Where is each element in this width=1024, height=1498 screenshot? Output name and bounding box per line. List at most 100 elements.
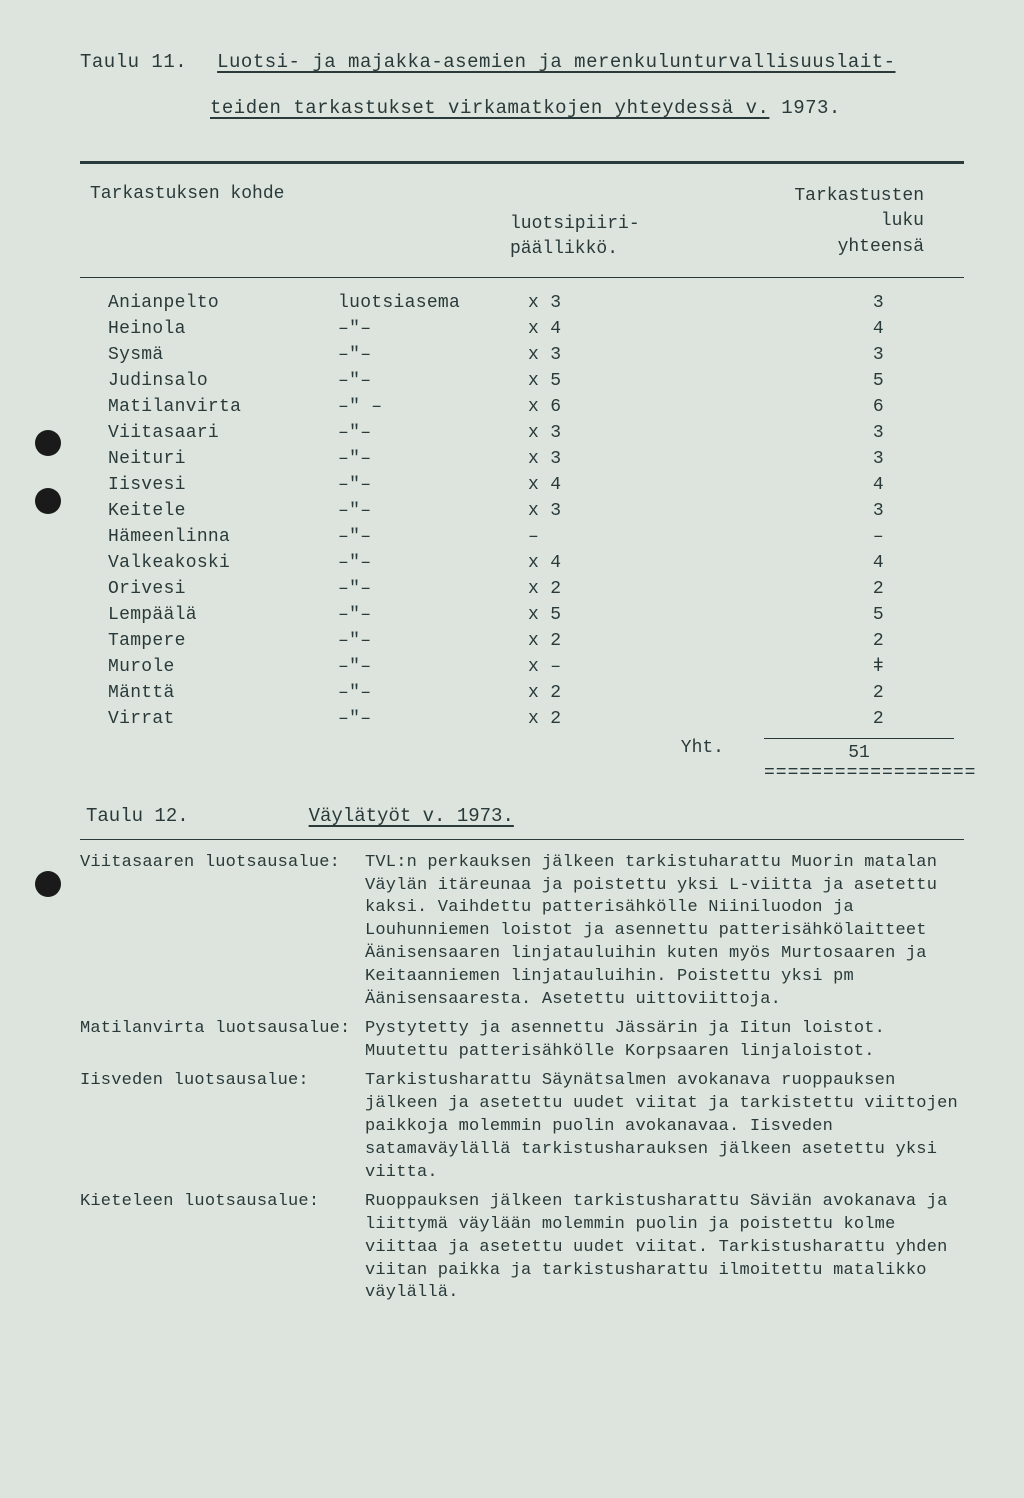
cell-c2: –"– (338, 709, 528, 729)
total-label: Yht. (90, 738, 764, 763)
cell-c1: Sysmä (90, 345, 338, 365)
cell-c3: x 3 (528, 345, 748, 365)
rule-top (80, 161, 964, 164)
table-row: Mänttä–"–x 22 (80, 680, 964, 706)
cell-c2: –"– (338, 501, 528, 521)
description-text: Ruoppauksen jälkeen tarkistusharattu Säv… (365, 1191, 964, 1306)
table-row: Sysmä–"–x 33 (80, 342, 964, 368)
page: Taulu 11. Luotsi- ja majakka-asemien ja … (0, 0, 1024, 1351)
cell-c2: –"– (338, 553, 528, 573)
description-text: Tarkistusharattu Säynätsalmen avokanava … (365, 1070, 964, 1185)
cell-c4: 4 (748, 319, 954, 339)
cell-c3: x 3 (528, 423, 748, 443)
cell-c4: 4 (748, 475, 954, 495)
taulu12-label: Taulu 12. (86, 805, 189, 827)
cell-c1: Neituri (90, 449, 338, 469)
taulu11-line1: Luotsi- ja majakka-asemien ja merenkulun… (217, 40, 895, 86)
description-row: Iisveden luotsausalue:Tarkistusharattu S… (80, 1070, 964, 1185)
cell-c3: x 2 (528, 683, 748, 703)
total-row: Yht. 51 (80, 732, 964, 763)
cell-c2: –"– (338, 319, 528, 339)
total-underline: ================== (764, 763, 964, 783)
cell-c3: x 2 (528, 579, 748, 599)
description-label: Kieteleen luotsausalue: (80, 1191, 365, 1306)
cell-c1: Anianpelto (90, 293, 338, 313)
cell-c1: Iisvesi (90, 475, 338, 495)
taulu11-label: Taulu 11. (80, 40, 187, 86)
cell-c4: 3 (748, 293, 954, 313)
description-label: Viitasaaren luotsausalue: (80, 852, 365, 1013)
cell-c4: 6 (748, 397, 954, 417)
header-col4: Tarkastusten luku yhteensä (730, 184, 954, 262)
description-text: TVL:n perkauksen jälkeen tarkistuharattu… (365, 852, 964, 1013)
table-row: Virrat–"–x 22 (80, 706, 964, 732)
cell-c4: 4 (748, 553, 954, 573)
cell-c1: Matilanvirta (90, 397, 338, 417)
cell-c2: –"– (338, 657, 528, 677)
cell-c1: Keitele (90, 501, 338, 521)
cell-c2: –"– (338, 527, 528, 547)
rule-taulu12 (80, 839, 964, 840)
cell-c1: Judinsalo (90, 371, 338, 391)
cell-c2: –"– (338, 631, 528, 651)
cell-c3: – (528, 527, 748, 547)
description-row: Viitasaaren luotsausalue:TVL:n perkaukse… (80, 852, 964, 1013)
cell-c3: x 5 (528, 371, 748, 391)
cell-c4: 2 (748, 709, 954, 729)
rule-header (80, 277, 964, 278)
punch-hole (35, 871, 61, 897)
cell-c2: –" – (338, 397, 528, 417)
cell-c1: Murole (90, 657, 338, 677)
taulu11-title-block: Taulu 11. Luotsi- ja majakka-asemien ja … (80, 40, 964, 131)
table-row: Keitele–"–x 33 (80, 498, 964, 524)
cell-c2: –"– (338, 605, 528, 625)
table-row: Lempäälä–"–x 55 (80, 602, 964, 628)
description-label: Matilanvirta luotsausalue: (80, 1018, 365, 1064)
header-col1: Tarkastuksen kohde (90, 184, 320, 262)
cell-c1: Viitasaari (90, 423, 338, 443)
table-row: Judinsalo–"–x 55 (80, 368, 964, 394)
cell-c3: x 2 (528, 709, 748, 729)
table-row: Anianpeltoluotsiasemax 33 (80, 290, 964, 316)
cell-c2: luotsiasema (338, 293, 528, 313)
table-row: Iisvesi–"–x 44 (80, 472, 964, 498)
total-value: 51 (764, 738, 954, 763)
cell-c2: –"– (338, 579, 528, 599)
table-row: Hämeenlinna–"––– (80, 524, 964, 550)
table-row: Neituri–"–x 33 (80, 446, 964, 472)
cell-c3: x 2 (528, 631, 748, 651)
header-col2 (320, 184, 510, 262)
taulu11-year: 1973. (769, 97, 840, 119)
cell-c1: Orivesi (90, 579, 338, 599)
cell-c4: 2 (748, 579, 954, 599)
header-col3: luotsipiiri- päällikkö. (510, 184, 730, 262)
taulu11-line2: teiden tarkastukset virkamatkojen yhteyd… (210, 97, 769, 119)
table-row: Tampere–"–x 22 (80, 628, 964, 654)
description-row: Matilanvirta luotsausalue:Pystytetty ja … (80, 1018, 964, 1064)
cell-c1: Hämeenlinna (90, 527, 338, 547)
cell-c2: –"– (338, 449, 528, 469)
cell-c2: –"– (338, 423, 528, 443)
cell-c3: x 3 (528, 449, 748, 469)
cell-c4: 5 (748, 371, 954, 391)
description-text: Pystytetty ja asennettu Jässärin ja Iitu… (365, 1018, 964, 1064)
cell-c4: 3 (748, 345, 954, 365)
cell-c3: x 4 (528, 475, 748, 495)
table-row: Murole–"–x –ǂ (80, 654, 964, 680)
cell-c3: x 4 (528, 319, 748, 339)
punch-hole (35, 430, 61, 456)
cell-c1: Lempäälä (90, 605, 338, 625)
cell-c3: x – (528, 657, 748, 677)
cell-c2: –"– (338, 475, 528, 495)
cell-c1: Mänttä (90, 683, 338, 703)
cell-c3: x 5 (528, 605, 748, 625)
cell-c1: Heinola (90, 319, 338, 339)
cell-c3: x 4 (528, 553, 748, 573)
cell-c3: x 3 (528, 293, 748, 313)
table-row: Valkeakoski–"–x 44 (80, 550, 964, 576)
cell-c1: Tampere (90, 631, 338, 651)
table-row: Viitasaari–"–x 33 (80, 420, 964, 446)
cell-c4: – (748, 527, 954, 547)
description-row: Kieteleen luotsausalue:Ruoppauksen jälke… (80, 1191, 964, 1306)
cell-c4: 2 (748, 631, 954, 651)
